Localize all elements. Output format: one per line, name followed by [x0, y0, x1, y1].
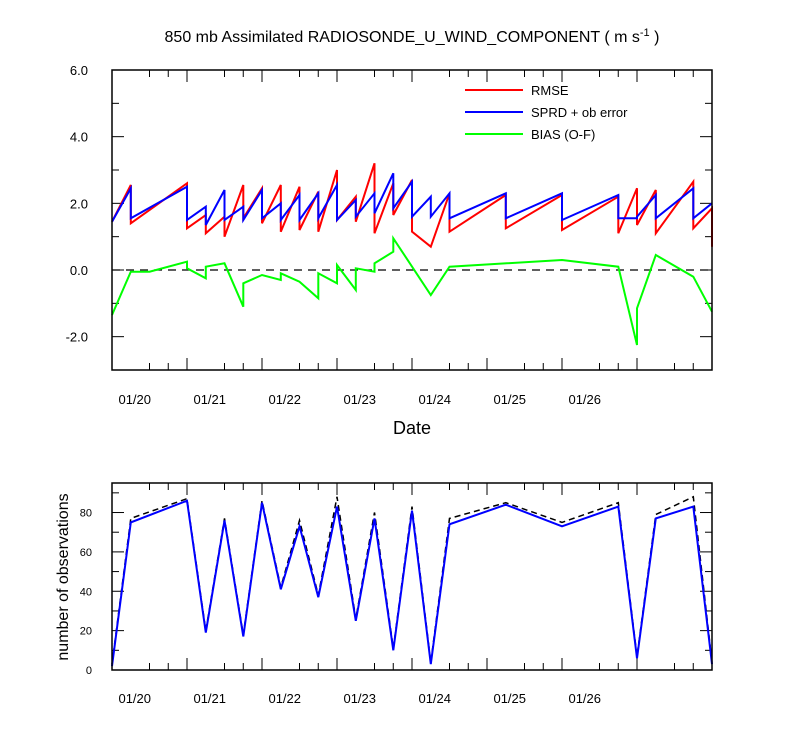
bottom-ytick-label: 0 [86, 665, 92, 677]
top-xtick-label: 01/22 [268, 392, 301, 407]
top-xtick-label: 01/25 [493, 392, 526, 407]
series-obs-used [111, 499, 713, 667]
top-tick-labels: 01/20 01/21 01/22 01/23 01/24 01/25 01/26 -2.0 0… [66, 63, 601, 407]
bottom-yaxis-label: number of observations [55, 493, 72, 660]
top-ticks [111, 69, 713, 371]
legend-rmse-label: RMSE [531, 83, 569, 98]
top-xtick-label: 01/20 [118, 392, 151, 407]
top-xtick-label: 01/24 [418, 392, 451, 407]
bottom-ytick-label: 20 [80, 626, 92, 638]
legend-sprd-label: SPRD + ob error [531, 105, 628, 120]
bottom-ytick-label: 40 [80, 586, 92, 598]
bottom-ytick-label: 80 [80, 508, 92, 520]
bottom-xtick-label: 01/26 [568, 691, 601, 706]
top-xtick-label: 01/26 [568, 392, 601, 407]
bottom-xtick-label: 01/22 [268, 691, 301, 706]
series-sprd-ob-error [111, 172, 713, 226]
top-ytick-label: 4.0 [70, 130, 88, 145]
top-ytick-label: 0.0 [70, 263, 88, 278]
bottom-series [111, 495, 713, 667]
top-plot-frame [111, 69, 713, 371]
bottom-xtick-label: 01/25 [493, 691, 526, 706]
top-xtick-label: 01/21 [193, 392, 226, 407]
bottom-xtick-label: 01/23 [343, 691, 376, 706]
top-ytick-label: 2.0 [70, 196, 88, 211]
legend-bias-label: BIAS (O-F) [531, 127, 595, 142]
bottom-xtick-label: 01/20 [118, 691, 151, 706]
series-rmse [111, 162, 713, 249]
bottom-tick-labels: 01/20 01/21 01/22 01/23 01/24 01/25 01/26 0 20 40… [80, 508, 601, 706]
bottom-xtick-label: 01/21 [193, 691, 226, 706]
chart-title: 850 mb Assimilated RADIOSONDE_U_WIND_COM… [165, 27, 660, 46]
bottom-ticks [111, 483, 713, 671]
bottom-xtick-label: 01/24 [418, 691, 451, 706]
top-xaxis-label: Date [393, 418, 431, 438]
top-ytick-label: -2.0 [66, 330, 88, 345]
series-obs-possible [111, 495, 713, 665]
bottom-ytick-label: 60 [80, 547, 92, 559]
top-xtick-label: 01/23 [343, 392, 376, 407]
bottom-plot-frame [111, 482, 713, 671]
top-ytick-label: 6.0 [70, 63, 88, 78]
top-panel: 01/20 01/21 01/22 01/23 01/24 01/25 01/26 -2.0 0… [66, 63, 713, 438]
bottom-panel: 01/20 01/21 01/22 01/23 01/24 01/25 01/26 0 20 40… [55, 482, 713, 706]
legend: RMSE SPRD + ob error BIAS (O-F) [465, 83, 628, 142]
top-series [111, 162, 713, 346]
series-bias-o-f [111, 234, 713, 346]
